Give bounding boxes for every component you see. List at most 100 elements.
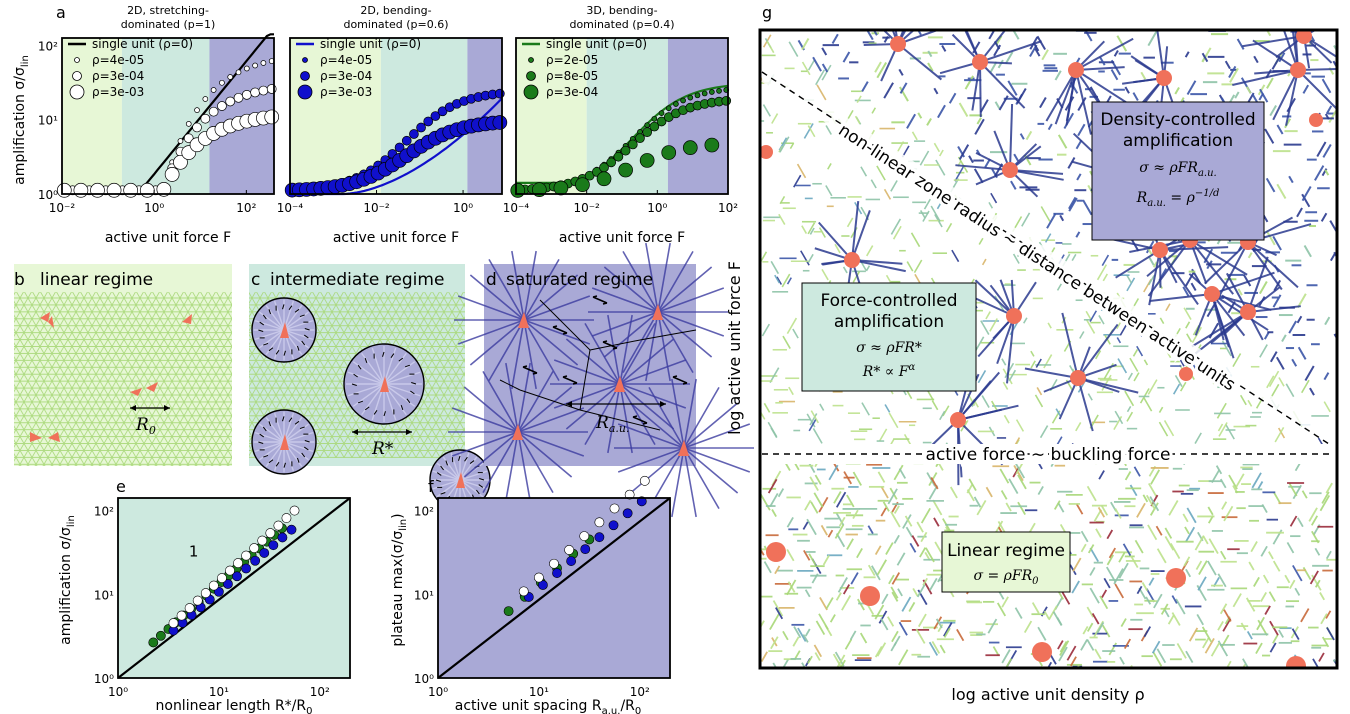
network-fiber (1045, 69, 1077, 122)
ray (517, 362, 531, 433)
network-fiber (917, 112, 923, 119)
network-fiber (827, 529, 834, 538)
network-fiber (1285, 69, 1299, 126)
network-fiber (1309, 570, 1319, 585)
network-fiber (1184, 51, 1190, 58)
network-fiber (808, 418, 817, 432)
label-band (762, 62, 1336, 448)
active-unit (1152, 242, 1168, 258)
network-fiber (1039, 97, 1047, 109)
data-point (656, 116, 667, 127)
network-fiber (911, 535, 920, 547)
network-fiber (899, 82, 908, 94)
data-point (701, 90, 708, 97)
network-fiber (1133, 372, 1140, 382)
network-fiber (1075, 139, 1083, 150)
data-point (566, 556, 577, 566)
network-fiber (1294, 587, 1301, 596)
network-fiber (1005, 51, 1014, 65)
data-point (286, 524, 297, 535)
network-fiber (1264, 605, 1271, 615)
panel-label-c: c (251, 270, 260, 290)
network-fiber (998, 95, 1009, 111)
network-fiber (1000, 490, 1008, 500)
network-fiber (825, 125, 832, 135)
boundary-line (539, 299, 591, 351)
force-arrow (299, 426, 305, 430)
network-fiber (1188, 627, 1199, 642)
ray (657, 311, 694, 374)
network-fiber (1276, 183, 1287, 200)
data-point (200, 113, 211, 124)
panel-label-a: a (56, 3, 66, 22)
network-fiber (1294, 30, 1299, 71)
network-fiber (1126, 411, 1134, 422)
ray (523, 319, 560, 382)
network-fiber (1242, 663, 1246, 668)
ray (619, 359, 687, 385)
network-fiber (1124, 86, 1130, 94)
network-fiber (1194, 535, 1205, 551)
data-point (265, 528, 276, 538)
data-point (241, 563, 252, 574)
panel-e-xlabel: nonlinear length R*/R0 (156, 698, 313, 714)
data-point (184, 603, 195, 613)
network-fiber (943, 622, 953, 637)
network-fiber (1147, 31, 1158, 47)
network-fiber (1116, 321, 1122, 330)
network-fiber (851, 259, 903, 265)
x-tick-label: 10⁻² (49, 201, 76, 215)
panel-a-subplot-2: single unit (ρ=0) ρ=4e-05 ρ=3e-04 ρ=3e-03 2D… (277, 4, 508, 246)
network-fiber (1247, 241, 1299, 289)
data-point (233, 558, 243, 568)
force-arrow (464, 456, 468, 462)
network-fiber (1057, 502, 1065, 513)
network-fiber (860, 166, 868, 177)
data-point (624, 489, 635, 500)
network-fiber (774, 274, 781, 284)
network-fiber (1089, 547, 1099, 562)
network-fiber (909, 542, 917, 553)
ray (488, 319, 525, 382)
network-fiber (915, 628, 926, 644)
data-point (594, 517, 605, 528)
force-arrow (469, 460, 475, 464)
network-fiber (1155, 525, 1163, 536)
network-fiber (1080, 530, 1089, 543)
svg-text:σ ≈ ρFR*: σ ≈ ρFR* (856, 340, 922, 356)
network-fiber (1014, 607, 1023, 619)
network-fiber (1141, 582, 1149, 592)
network-fiber (1087, 393, 1093, 401)
force-arrow (382, 351, 385, 357)
force-arrow (262, 426, 267, 432)
ray (463, 386, 519, 433)
network-fiber (1134, 539, 1144, 554)
network-fiber (771, 113, 779, 124)
network-fiber (1024, 367, 1079, 379)
network-fiber (1197, 576, 1207, 591)
svg-text:Linear regime: Linear regime (947, 541, 1065, 561)
network-fiber (1001, 596, 1009, 608)
network-fiber (877, 471, 886, 483)
data-point (73, 182, 89, 198)
network-fiber (1119, 324, 1128, 336)
network-fiber (884, 404, 891, 413)
ray (523, 250, 537, 321)
network-fiber (1251, 472, 1262, 489)
network-fiber (807, 222, 816, 235)
network-fiber (1015, 419, 1025, 432)
legend-label: single unit (ρ=0) (546, 37, 647, 51)
network-fiber (1163, 420, 1175, 437)
data-point (613, 151, 624, 162)
data-point (106, 182, 122, 198)
network-fiber (1220, 550, 1227, 560)
network-fiber (1198, 560, 1208, 575)
network-fiber (1266, 77, 1274, 89)
force-arrow (552, 325, 568, 335)
ray (584, 322, 621, 385)
active-unit (1204, 286, 1220, 302)
data-point (423, 116, 434, 127)
network-fiber (775, 607, 784, 620)
svg-text:amplification: amplification (1123, 131, 1233, 151)
network-fiber (761, 323, 771, 337)
